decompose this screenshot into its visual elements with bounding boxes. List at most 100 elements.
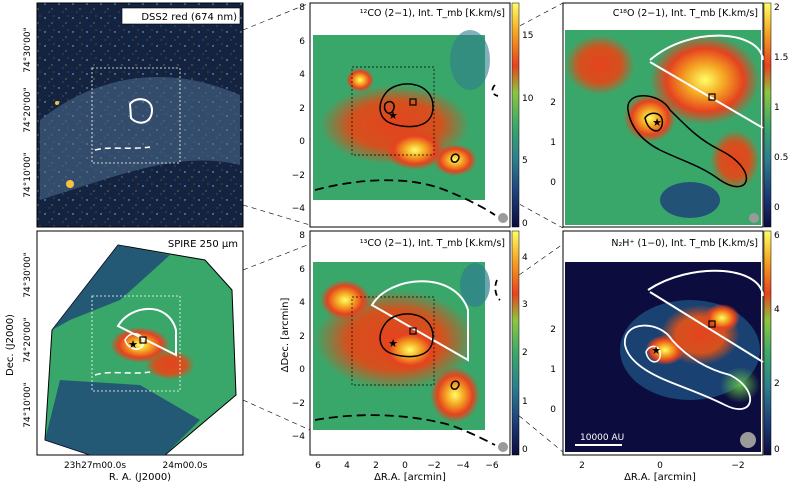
co12-cbar-tick: 0	[522, 219, 528, 229]
spire-dark-region	[52, 245, 170, 330]
co13-x-axis-label: ΔR.A. [arcmin]	[374, 472, 446, 483]
n2hp-white-line	[649, 291, 764, 363]
n2hp-cbar-tick: 6	[774, 231, 780, 241]
co12-black-dashed	[491, 84, 499, 97]
zoom-connector	[242, 243, 311, 271]
c18o-cbar-tick: 1	[774, 103, 780, 113]
co13-cbar-tick: 2	[522, 348, 528, 358]
co12-y-tick: 0	[299, 137, 305, 147]
n2hp-colorbar-ticks: 6 4 2 0	[774, 231, 780, 455]
c18o-cbar-tick: 1.5	[774, 53, 788, 63]
co13-emission	[380, 328, 440, 372]
co12-y-tick: 4	[299, 70, 305, 80]
co12-zoom-box	[351, 66, 435, 156]
co13-y-tick: 6	[299, 265, 305, 275]
n2hp-label: N₂H⁺ (1−0), Int. T_mb [K.km/s]	[611, 238, 758, 249]
co13-y-ticks: 8 6 4 2 0 −2 −4	[292, 231, 306, 442]
n2hp-colorbar	[763, 230, 772, 456]
c18o-emission	[565, 35, 635, 95]
co13-x-tick: 4	[344, 461, 350, 471]
co12-cbar-tick: 10	[522, 94, 534, 104]
star-marker: ★	[652, 116, 662, 129]
co12-black-contour	[379, 83, 434, 128]
c18o-y-tick: 1	[550, 138, 556, 148]
dss2-y-tick-2: 74°20'00"	[23, 87, 33, 132]
co13-cbar-tick: 3	[522, 300, 528, 310]
co12-y-tick: 8	[299, 3, 305, 13]
co13-black-dashed	[494, 279, 501, 301]
panel-n2hp: ★ 10000 AU N₂H⁺ (1−0), Int. T_mb [K.km/s…	[550, 230, 780, 483]
co12-emission	[450, 30, 490, 90]
dss2-y-tick-1: 74°30'00"	[23, 27, 33, 72]
n2hp-cbar-tick: 0	[774, 445, 780, 455]
co13-y-tick: 0	[299, 365, 305, 375]
zoom-connector	[242, 399, 311, 431]
star-marker: ★	[128, 338, 138, 351]
co13-label: ¹³CO (2−1), Int. T_mb [K.km/s]	[360, 238, 505, 249]
co13-y-tick: 2	[299, 332, 305, 342]
n2hp-x-ticks: 2 0 −2	[579, 461, 745, 471]
co13-black-contour	[450, 380, 460, 390]
co12-y-tick: −4	[292, 204, 306, 214]
n2hp-cbar-tick: 2	[774, 379, 780, 389]
n2hp-x-tick: 0	[657, 461, 663, 471]
zoom-connector	[242, 2, 311, 31]
co13-cbar-tick: 4	[522, 253, 528, 263]
panel-co12: ★ ¹²CO (2−1), Int. T_mb [K.km/s] 8 6 4 2…	[292, 2, 534, 229]
beam-circle	[740, 432, 756, 448]
co12-y-ticks: 8 6 4 2 0 −2 −4	[292, 3, 306, 214]
n2hp-white-arc	[647, 269, 764, 297]
co13-x-tick: −6	[485, 461, 499, 471]
dss2-bright-star	[66, 180, 74, 188]
square-marker	[409, 327, 417, 335]
spire-x-tick-2: 24m00.0s	[163, 461, 208, 471]
c18o-white-arc	[649, 34, 764, 61]
c18o-cbar-tick: 0.5	[774, 153, 788, 163]
n2hp-white-contour	[624, 324, 751, 410]
spire-label: SPIRE 250 μm	[168, 239, 238, 250]
co13-colorbar	[511, 230, 520, 456]
co12-black-contour	[383, 100, 395, 115]
dss2-zoom-box	[91, 67, 181, 164]
spire-dark-region	[45, 380, 200, 455]
c18o-colorbar	[763, 2, 772, 228]
co12-label: ¹²CO (2−1), Int. T_mb [K.km/s]	[360, 8, 505, 19]
co12-y-tick: −2	[292, 171, 305, 181]
n2hp-white-contour	[645, 345, 661, 363]
c18o-y-tick: 2	[550, 98, 556, 108]
c18o-label: C¹⁸O (2−1), Int. T_mb [K.km/s]	[613, 8, 758, 19]
co13-black-dashed	[314, 414, 496, 446]
n2hp-cbar-tick: 4	[774, 305, 780, 315]
panel-spire: ★ SPIRE 250 μm 74°30'00" 74°20'00" 74°10…	[5, 230, 244, 483]
co12-emission	[385, 130, 445, 170]
co13-x-tick: −4	[456, 461, 470, 471]
co12-black-dashed	[314, 179, 496, 216]
c18o-y-ticks: 2 1 0	[550, 98, 556, 188]
co13-emission	[460, 263, 490, 307]
n2hp-y-tick: 1	[550, 365, 556, 375]
co13-y-axis-label: ΔDec. [arcmin]	[280, 298, 291, 373]
scalebar-label: 10000 AU	[580, 433, 624, 443]
co13-x-ticks: 6 4 2 0 −2 −4 −6	[315, 461, 499, 471]
spire-y-tick-1: 74°30'00"	[23, 252, 33, 297]
spire-zoom-box	[91, 295, 181, 392]
star-marker: ★	[388, 337, 398, 350]
co13-emission	[320, 280, 370, 320]
dss2-label-box	[121, 7, 241, 25]
spire-emission	[145, 350, 195, 380]
panel-c18o: ★ C¹⁸O (2−1), Int. T_mb [K.km/s] 2 1 0 2…	[550, 2, 788, 228]
co13-y-tick: −4	[292, 432, 306, 442]
n2hp-emission	[704, 304, 740, 332]
square-marker	[139, 336, 147, 344]
co12-colorbar	[511, 2, 520, 228]
c18o-emission	[624, 94, 676, 142]
n2hp-emission	[720, 367, 760, 403]
n2hp-x-axis-label: ΔR.A. [arcmin]	[624, 472, 696, 483]
beam-circle	[749, 213, 759, 223]
co13-y-tick: 4	[299, 298, 305, 308]
panel-co13: ★ ¹³CO (2−1), Int. T_mb [K.km/s] 8 6 4 2…	[280, 230, 528, 483]
c18o-colorbar-ticks: 2 1.5 1 0.5 0	[774, 3, 788, 213]
beam-circle	[498, 213, 508, 223]
dss2-white-dashed	[94, 146, 151, 151]
n2hp-x-tick: −2	[731, 461, 744, 471]
